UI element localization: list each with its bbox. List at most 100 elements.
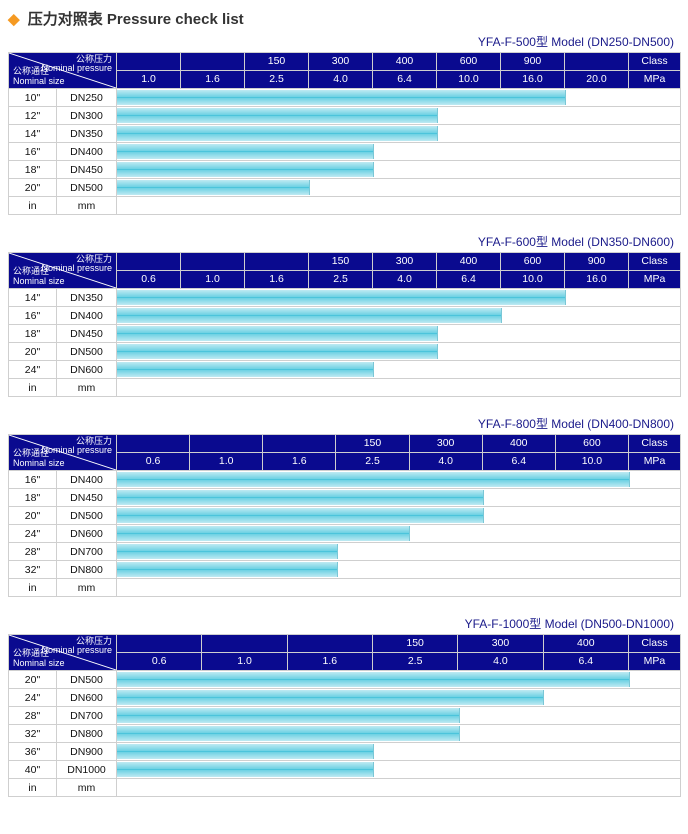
- chart-block: YFA-F-1000型 Model (DN500-DN1000) 公称压力Nomi…: [8, 615, 680, 797]
- mpa-header-cell: 1.0: [190, 453, 263, 471]
- unit-in: in: [9, 579, 57, 597]
- unit-row: inmm: [9, 197, 681, 215]
- bar-cell: [117, 761, 681, 779]
- mpa-header-cell: 4.0: [309, 71, 373, 89]
- size-in: 18": [9, 325, 57, 343]
- mpa-header-cell: 20.0: [565, 71, 629, 89]
- class-header-cell: [190, 435, 263, 453]
- unit-in: in: [9, 779, 57, 797]
- pressure-bar: [117, 162, 374, 177]
- pressure-bar: [117, 472, 630, 487]
- class-header-cell: [117, 53, 181, 71]
- header-diagonal: 公称压力Nominal pressure公称通径Nominal size: [9, 53, 117, 89]
- size-in: 32": [9, 561, 57, 579]
- chart-block: YFA-F-500型 Model (DN250-DN500) 公称压力Nomina…: [8, 33, 680, 215]
- pressure-bar: [117, 508, 484, 523]
- mpa-header-cell: 1.6: [263, 453, 336, 471]
- class-header-cell: [263, 435, 336, 453]
- size-in: 12": [9, 107, 57, 125]
- mpa-header-cell: 16.0: [565, 271, 629, 289]
- table-row: 36"DN900: [9, 743, 681, 761]
- table-row: 24"DN600: [9, 525, 681, 543]
- size-mm: DN350: [57, 125, 117, 143]
- mpa-header-cell: 10.0: [555, 453, 628, 471]
- class-header-cell: 300: [309, 53, 373, 71]
- bar-cell: [117, 743, 681, 761]
- bar-cell: [117, 707, 681, 725]
- mpa-header-cell: 1.0: [181, 271, 245, 289]
- table-row: 16"DN400: [9, 307, 681, 325]
- chart-title: YFA-F-1000型 Model (DN500-DN1000): [8, 615, 674, 632]
- size-mm: DN400: [57, 307, 117, 325]
- size-in: 10": [9, 89, 57, 107]
- header-diagonal: 公称压力Nominal pressure公称通径Nominal size: [9, 635, 117, 671]
- table-row: 14"DN350: [9, 125, 681, 143]
- size-in: 24": [9, 525, 57, 543]
- unit-mm: mm: [57, 197, 117, 215]
- class-label: Class: [628, 435, 680, 453]
- mpa-header-cell: 4.0: [373, 271, 437, 289]
- size-mm: DN400: [57, 143, 117, 161]
- bar-cell: [117, 561, 681, 579]
- size-mm: DN800: [57, 725, 117, 743]
- pressure-bar: [117, 672, 630, 687]
- bar-cell: [117, 489, 681, 507]
- pressure-table: 公称压力Nominal pressure公称通径Nominal size1503…: [8, 252, 681, 397]
- pressure-bar: [117, 90, 566, 105]
- class-header-cell: [565, 53, 629, 71]
- mpa-header-cell: 2.5: [245, 71, 309, 89]
- bar-cell: [117, 179, 681, 197]
- size-in: 20": [9, 179, 57, 197]
- mpa-header-cell: 0.6: [117, 653, 202, 671]
- size-mm: DN250: [57, 89, 117, 107]
- mpa-header-cell: 1.0: [117, 71, 181, 89]
- size-mm: DN1000: [57, 761, 117, 779]
- pressure-bar: [117, 344, 438, 359]
- bar-cell: [117, 507, 681, 525]
- pressure-bar: [117, 362, 374, 377]
- unit-row: inmm: [9, 379, 681, 397]
- size-mm: DN450: [57, 325, 117, 343]
- table-row: 18"DN450: [9, 489, 681, 507]
- mpa-label: MPa: [628, 453, 680, 471]
- class-header-cell: 400: [543, 635, 628, 653]
- pressure-bar: [117, 290, 566, 305]
- pressure-bar: [117, 308, 502, 323]
- bar-cell: [117, 125, 681, 143]
- class-header-cell: [202, 635, 287, 653]
- mpa-header-cell: 2.5: [336, 453, 409, 471]
- class-header-cell: 150: [245, 53, 309, 71]
- size-in: 20": [9, 507, 57, 525]
- size-in: 16": [9, 471, 57, 489]
- size-mm: DN600: [57, 689, 117, 707]
- pressure-table: 公称压力Nominal pressure公称通径Nominal size 1503…: [8, 52, 681, 215]
- mpa-header-cell: 10.0: [501, 271, 565, 289]
- mpa-header-cell: 10.0: [437, 71, 501, 89]
- table-row: 16"DN400: [9, 143, 681, 161]
- size-mm: DN500: [57, 179, 117, 197]
- size-in: 14": [9, 289, 57, 307]
- pressure-table: 公称压力Nominal pressure公称通径Nominal size1503…: [8, 434, 681, 597]
- mpa-header-cell: 4.0: [458, 653, 543, 671]
- size-mm: DN700: [57, 707, 117, 725]
- size-in: 40": [9, 761, 57, 779]
- unit-in: in: [9, 197, 57, 215]
- size-in: 24": [9, 361, 57, 379]
- table-row: 24"DN600: [9, 689, 681, 707]
- chart-title: YFA-F-500型 Model (DN250-DN500): [8, 33, 674, 50]
- blank-cell: [117, 579, 681, 597]
- bar-cell: [117, 725, 681, 743]
- class-header-cell: [117, 635, 202, 653]
- table-row: 40"DN1000: [9, 761, 681, 779]
- pressure-bar: [117, 562, 338, 577]
- bar-cell: [117, 689, 681, 707]
- class-header-cell: 300: [458, 635, 543, 653]
- class-header-cell: 150: [336, 435, 409, 453]
- size-in: 14": [9, 125, 57, 143]
- table-row: 28"DN700: [9, 543, 681, 561]
- size-mm: DN500: [57, 671, 117, 689]
- page-title: ◆ 压力对照表 Pressure check list: [8, 8, 680, 29]
- size-in: 24": [9, 689, 57, 707]
- class-header-cell: 600: [555, 435, 628, 453]
- mpa-header-cell: 6.4: [437, 271, 501, 289]
